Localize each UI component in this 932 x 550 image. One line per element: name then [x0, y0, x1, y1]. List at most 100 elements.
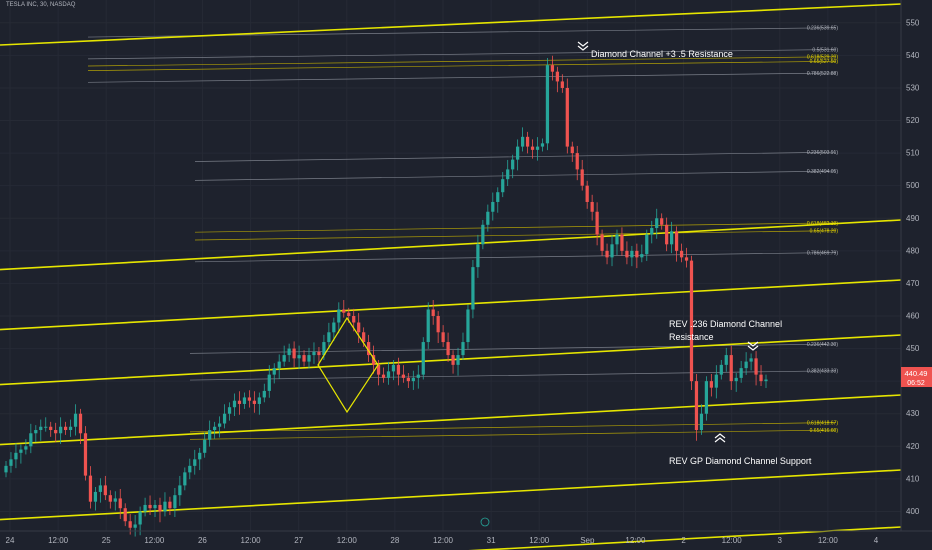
- fib-label: 0.65(527.50): [810, 59, 839, 65]
- time-tick-label: 26: [198, 536, 207, 545]
- candle-body: [312, 351, 316, 356]
- candle-body: [501, 179, 505, 193]
- candle-body: [247, 397, 252, 401]
- fib-line: [87, 60, 837, 71]
- fib-line: [194, 230, 837, 241]
- fib-line: [87, 56, 837, 67]
- candle-body: [163, 501, 167, 512]
- replay-icon[interactable]: [480, 517, 490, 527]
- candle-body: [615, 234, 619, 245]
- fib-label: 0.236(442.30): [807, 342, 838, 348]
- candle-body: [670, 231, 674, 245]
- fib-line: [194, 222, 837, 233]
- candle-body: [4, 465, 8, 473]
- candle-body: [232, 400, 237, 408]
- candle-body: [227, 407, 232, 414]
- candle-body: [352, 315, 356, 323]
- candle-body: [516, 146, 520, 160]
- candle-body: [113, 498, 117, 502]
- candle-body: [560, 81, 564, 88]
- fib-line: [87, 72, 837, 83]
- channel-line: [0, 3, 902, 46]
- candle-body: [550, 65, 555, 72]
- candle-body: [302, 355, 306, 362]
- candle-body: [585, 185, 589, 202]
- candle-body: [625, 250, 629, 258]
- candle-body: [724, 355, 728, 365]
- fib-line: [194, 252, 837, 263]
- candle-body: [357, 322, 361, 333]
- candle-body: [128, 521, 132, 528]
- candle-body: [729, 355, 733, 382]
- countdown-value: 06:52: [907, 380, 925, 387]
- candle-body: [506, 169, 510, 180]
- time-tick-label: 28: [390, 536, 399, 545]
- fib-line: [189, 422, 837, 433]
- time-tick-label: 12:00: [433, 536, 454, 545]
- candle-body: [262, 390, 266, 398]
- price-tick-label: 550: [906, 18, 920, 27]
- candle-body: [78, 413, 83, 434]
- price-tick-label: 420: [906, 442, 920, 451]
- annotation-text: REV .236 Diamond Channel: [669, 319, 782, 329]
- fib-line: [189, 343, 837, 354]
- candle-body: [545, 65, 550, 144]
- double-chevron-up-icon: [714, 433, 726, 443]
- candle-body: [376, 364, 381, 375]
- candle-body: [153, 504, 157, 509]
- candle-body: [674, 231, 679, 251]
- price-tick-label: 500: [906, 181, 920, 190]
- candle-body: [645, 234, 649, 255]
- candle-body: [421, 342, 425, 375]
- price-tick-label: 540: [906, 51, 920, 60]
- candle-body: [699, 413, 704, 431]
- fib-label: 0.5(531.60): [812, 48, 838, 54]
- candle-body: [595, 211, 599, 235]
- candle-body: [213, 426, 217, 431]
- candle-body: [292, 348, 296, 359]
- candle-body: [39, 426, 43, 431]
- time-tick-label: 12:00: [625, 536, 646, 545]
- candle-body: [660, 218, 664, 225]
- candle-body: [54, 430, 58, 434]
- fib-line: [87, 49, 837, 60]
- candle-body: [34, 430, 38, 434]
- candle-body: [759, 374, 763, 382]
- price-tick-label: 400: [906, 507, 920, 516]
- symbol-header: TESLA INC, 30, NASDAQ: [6, 2, 76, 8]
- fib-label: 0.382(433.33): [807, 369, 838, 375]
- fib-line: [194, 170, 837, 181]
- candle-body: [158, 504, 162, 512]
- candle-body: [148, 504, 152, 509]
- candle-body: [337, 309, 341, 323]
- candle-body: [19, 449, 23, 453]
- candle-body: [173, 495, 177, 509]
- candle-body: [88, 475, 93, 502]
- candle-body: [764, 379, 768, 382]
- candle-body: [332, 322, 336, 333]
- candle-body: [610, 244, 614, 258]
- fib-label: 0.618(529.20): [807, 55, 838, 61]
- candle-body: [605, 250, 609, 258]
- candle-body: [183, 472, 187, 486]
- candle-body: [535, 146, 540, 150]
- candle-body: [342, 309, 346, 313]
- candle-body: [749, 358, 753, 362]
- candle-body: [198, 452, 202, 460]
- time-tick-label: 3: [778, 536, 783, 545]
- candle-body: [754, 358, 758, 375]
- price-tick-label: 530: [906, 83, 920, 92]
- candle-body: [203, 439, 207, 453]
- candle-body: [679, 250, 684, 258]
- candle-body: [282, 355, 286, 362]
- candle-body: [222, 413, 227, 424]
- candle-body: [684, 257, 689, 261]
- candle-body: [635, 250, 639, 258]
- candle-body: [451, 355, 455, 365]
- candle-body: [630, 250, 634, 258]
- candle-body: [655, 218, 659, 229]
- candle-body: [307, 355, 311, 362]
- candle-body: [59, 426, 63, 434]
- candle-body: [446, 342, 450, 356]
